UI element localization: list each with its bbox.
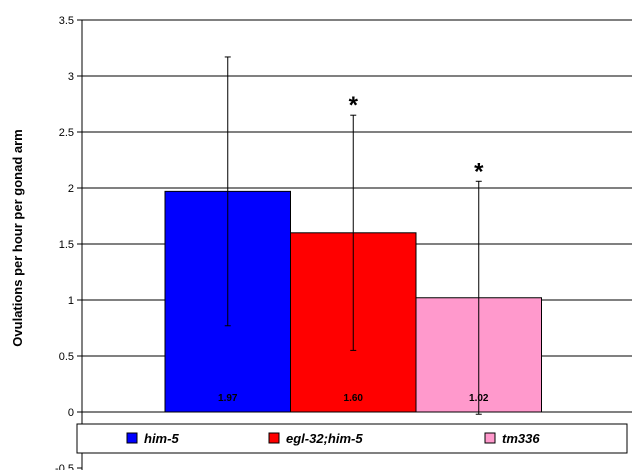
y-tick-label: 3 — [68, 71, 74, 83]
y-tick-label: 0 — [68, 407, 74, 419]
y-tick-label: -0.5 — [55, 463, 74, 470]
legend-swatch — [268, 432, 280, 444]
legend-box — [76, 423, 628, 454]
y-tick-label: 0.5 — [59, 351, 74, 363]
y-axis-label: Ovulations per hour per gonad arm — [10, 129, 25, 346]
legend-label: him-5 — [144, 431, 179, 446]
data-labels: 1.97 1.60 * 1.02 * — [218, 92, 489, 404]
y-tick-label: 3.5 — [59, 15, 74, 27]
legend: him-5 egl-32;him-5 tm336 — [76, 423, 628, 454]
y-tick-label: 2.5 — [59, 127, 74, 139]
significance-asterisk: * — [474, 158, 484, 185]
legend-label: tm336 — [502, 431, 540, 446]
y-tick-label: 1 — [68, 295, 74, 307]
data-label: 1.60 — [344, 393, 364, 404]
y-tick-labels: -0.5 0 0.5 1 1.5 2 2.5 3 3.5 — [55, 15, 74, 470]
y-tick-label: 1.5 — [59, 239, 74, 251]
significance-asterisk: * — [349, 92, 359, 119]
legend-label: egl-32;him-5 — [286, 431, 363, 446]
data-label: 1.02 — [469, 393, 489, 404]
data-label: 1.97 — [218, 393, 238, 404]
legend-swatch — [126, 432, 138, 444]
y-tick-label: 2 — [68, 183, 74, 195]
error-bars — [224, 56, 482, 415]
y-axis — [77, 19, 83, 470]
legend-swatch — [484, 432, 496, 444]
